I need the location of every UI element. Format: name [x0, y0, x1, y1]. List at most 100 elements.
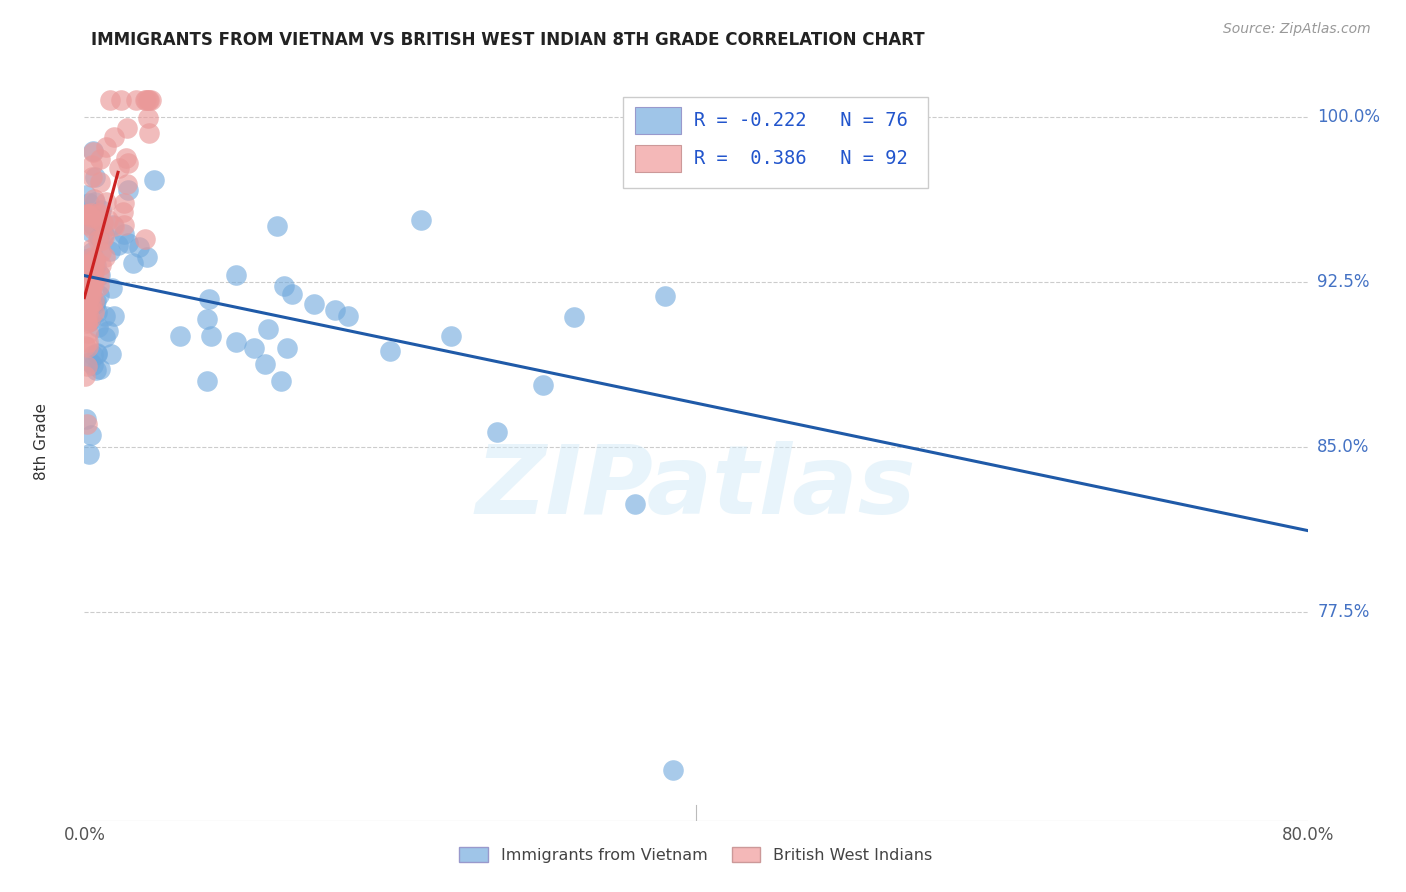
- Text: 85.0%: 85.0%: [1317, 438, 1369, 456]
- Point: [103, 219, 125, 234]
- Point: [281, 286, 304, 301]
- Text: 77.5%: 77.5%: [1317, 603, 1369, 621]
- Point: [76, 302, 98, 317]
- Point: [77, 208, 100, 222]
- Point: [75, 299, 97, 313]
- Point: [87, 320, 110, 334]
- Point: [242, 341, 264, 355]
- Point: [83, 260, 105, 274]
- Point: [97, 213, 120, 227]
- Point: [89, 208, 111, 222]
- Point: [266, 219, 288, 234]
- Point: [77, 303, 100, 318]
- Text: 92.5%: 92.5%: [1317, 273, 1369, 291]
- Point: [76, 310, 98, 324]
- Point: [117, 177, 139, 191]
- Point: [76, 258, 98, 272]
- Point: [84, 258, 107, 272]
- Point: [75, 188, 97, 202]
- Text: R =  0.386   N = 92: R = 0.386 N = 92: [693, 149, 907, 169]
- Point: [89, 268, 111, 282]
- Point: [77, 326, 100, 340]
- Point: [82, 145, 104, 160]
- Point: [77, 219, 100, 233]
- Point: [89, 153, 111, 167]
- Point: [80, 211, 103, 225]
- Point: [86, 347, 108, 361]
- Point: [134, 93, 156, 107]
- Point: [79, 312, 101, 326]
- FancyBboxPatch shape: [623, 96, 928, 187]
- Point: [84, 169, 107, 184]
- Point: [80, 158, 103, 172]
- Point: [197, 311, 219, 326]
- Text: 100.0%: 100.0%: [1317, 109, 1381, 127]
- Point: [337, 309, 360, 323]
- Point: [75, 271, 97, 285]
- Point: [79, 297, 101, 311]
- Point: [87, 206, 110, 220]
- Point: [82, 144, 104, 158]
- Point: [97, 324, 120, 338]
- Point: [73, 265, 96, 279]
- Point: [76, 207, 98, 221]
- Point: [77, 196, 100, 211]
- Point: [409, 213, 432, 227]
- Point: [136, 93, 159, 107]
- Point: [135, 93, 157, 107]
- Point: [77, 447, 100, 461]
- Point: [108, 161, 131, 176]
- Point: [76, 276, 98, 290]
- Point: [98, 244, 121, 258]
- Point: [662, 763, 685, 777]
- Point: [103, 130, 125, 145]
- Point: [143, 173, 166, 187]
- Point: [86, 304, 108, 318]
- Point: [98, 93, 121, 107]
- Point: [253, 358, 276, 372]
- Point: [440, 329, 463, 343]
- Point: [257, 322, 280, 336]
- Point: [141, 93, 163, 107]
- Point: [79, 242, 101, 256]
- Point: [84, 362, 107, 376]
- Point: [122, 255, 145, 269]
- Point: [270, 374, 292, 388]
- Point: [76, 417, 98, 431]
- Point: [90, 203, 112, 218]
- Point: [110, 93, 132, 107]
- Point: [82, 348, 104, 362]
- Point: [94, 194, 117, 209]
- Point: [76, 294, 98, 309]
- Point: [75, 272, 97, 286]
- Point: [103, 309, 125, 323]
- Point: [75, 257, 97, 271]
- Point: [76, 207, 98, 221]
- Point: [94, 329, 117, 343]
- Point: [89, 278, 111, 293]
- Point: [76, 316, 98, 330]
- Point: [77, 335, 100, 350]
- Point: [125, 93, 148, 107]
- Legend: Immigrants from Vietnam, British West Indians: Immigrants from Vietnam, British West In…: [453, 840, 939, 870]
- Point: [82, 358, 104, 372]
- Point: [79, 206, 101, 220]
- Point: [91, 233, 114, 247]
- Point: [77, 284, 100, 298]
- Point: [84, 293, 107, 308]
- Point: [89, 362, 111, 376]
- Point: [76, 277, 98, 291]
- Point: [79, 225, 101, 239]
- Point: [83, 252, 105, 266]
- Point: [101, 281, 124, 295]
- Point: [80, 284, 103, 298]
- Point: [89, 268, 111, 282]
- Point: [75, 369, 97, 384]
- Bar: [636, 145, 682, 172]
- Point: [89, 175, 111, 189]
- Point: [80, 170, 103, 185]
- Point: [138, 126, 160, 140]
- Point: [115, 151, 138, 165]
- Point: [198, 293, 221, 307]
- Point: [117, 156, 139, 170]
